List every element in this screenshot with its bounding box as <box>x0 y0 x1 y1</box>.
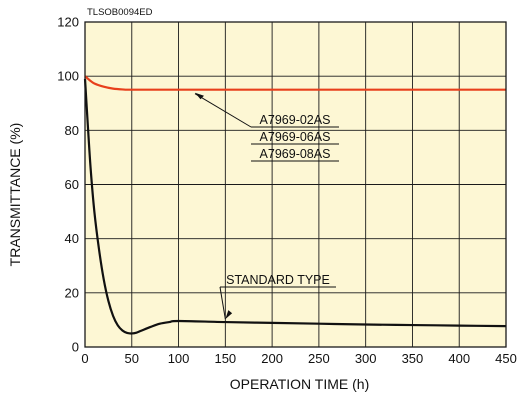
x-axis-ticks: 0 50 100 150 200 250 300 350 400 450 <box>81 351 516 366</box>
x-tick-label: 100 <box>168 351 190 366</box>
annotation-a7969-06as: A7969-06AS <box>260 130 331 144</box>
x-tick-label: 0 <box>81 351 88 366</box>
y-tick-label: 100 <box>57 69 79 84</box>
x-tick-label: 250 <box>308 351 330 366</box>
y-tick-label: 60 <box>65 177 79 192</box>
y-tick-label: 20 <box>65 285 79 300</box>
y-tick-label: 40 <box>65 231 79 246</box>
x-tick-label: 400 <box>448 351 470 366</box>
annotation-standard-type: STANDARD TYPE <box>219 273 336 320</box>
arrowhead-icon <box>225 310 233 320</box>
annotation-a7969-02as: A7969-02AS <box>260 113 331 127</box>
plot-frame <box>84 21 507 348</box>
x-axis-title: OPERATION TIME (h) <box>230 376 370 392</box>
y-tick-label: 80 <box>65 123 79 138</box>
y-axis-title: TRANSMITTANCE (%) <box>7 123 23 267</box>
annotation-standard-type-label: STANDARD TYPE <box>226 273 330 287</box>
series-layer <box>83 75 507 335</box>
x-tick-label: 50 <box>125 351 139 366</box>
y-tick-label: 120 <box>57 15 79 30</box>
series-line-standard-type <box>83 78 507 335</box>
y-axis-ticks: 0 20 40 60 80 100 120 <box>57 15 79 355</box>
x-tick-label: 200 <box>261 351 283 366</box>
x-tick-label: 300 <box>355 351 377 366</box>
y-tick-label: 0 <box>72 340 79 355</box>
x-tick-label: 450 <box>495 351 517 366</box>
x-tick-label: 350 <box>402 351 424 366</box>
annotation-leader-line <box>219 286 226 320</box>
annotation-leader-line <box>194 93 252 128</box>
figure-code-label: TLSOB0094ED <box>87 7 153 18</box>
arrowhead-icon <box>195 92 204 100</box>
annotation-a7969-08as: A7969-08AS <box>260 147 331 161</box>
x-tick-label: 150 <box>214 351 236 366</box>
annotation-filter-types: A7969-02AS A7969-06AS A7969-08AS <box>194 92 339 162</box>
series-line-a7969 <box>84 75 506 91</box>
